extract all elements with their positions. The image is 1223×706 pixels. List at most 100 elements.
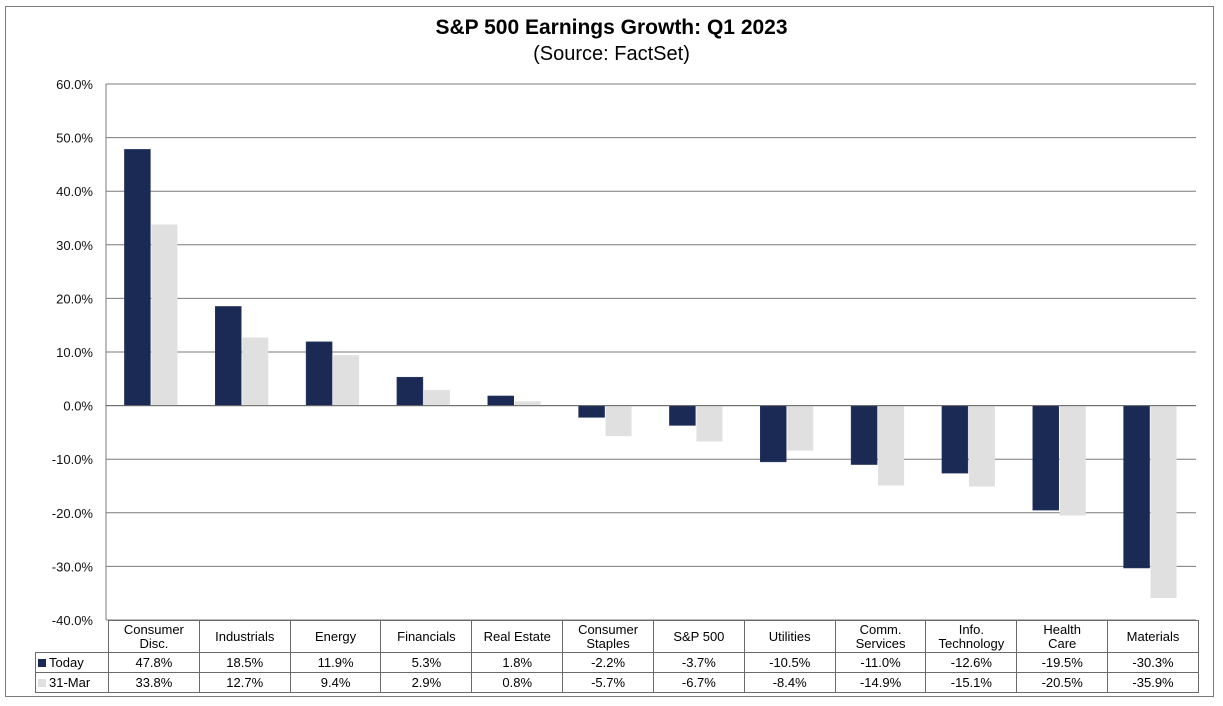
chart-frame bbox=[5, 6, 1214, 697]
bar-31-mar bbox=[878, 405, 905, 486]
bar-31-mar bbox=[514, 401, 541, 406]
data-label: -6.7% bbox=[652, 672, 745, 693]
category-label: Materials bbox=[1107, 620, 1199, 653]
legend-entry: Today bbox=[35, 652, 109, 673]
y-tick-label: 50.0% bbox=[56, 131, 93, 146]
data-label: 12.7% bbox=[198, 672, 291, 693]
bar-31-mar bbox=[333, 355, 360, 406]
category-label: Health Care bbox=[1016, 620, 1109, 653]
bar-31-mar bbox=[1150, 405, 1177, 599]
bar-today bbox=[487, 395, 514, 406]
table-corner bbox=[35, 620, 109, 653]
bar-today bbox=[850, 405, 878, 465]
bar-today bbox=[124, 149, 151, 406]
legend-label: Today bbox=[49, 654, 84, 670]
data-label: 0.8% bbox=[471, 672, 564, 693]
category-label: Real Estate bbox=[471, 620, 564, 653]
bar-today bbox=[578, 405, 605, 418]
category-label: Financials bbox=[380, 620, 473, 653]
category-label-line: S&P 500 bbox=[673, 628, 725, 644]
data-table: Consumer Disc. Industrials Energy Financials… bbox=[35, 620, 1199, 693]
chart-subtitle: (Source: FactSet) bbox=[533, 43, 690, 65]
category-label-line: Consumer bbox=[578, 621, 639, 637]
bar-31-mar bbox=[242, 337, 269, 406]
y-tick-label: 40.0% bbox=[56, 184, 93, 199]
bar-31-mar bbox=[696, 405, 723, 442]
data-label: -35.9% bbox=[1107, 672, 1199, 693]
bar-today bbox=[1032, 405, 1059, 511]
category-label-line: Energy bbox=[314, 628, 357, 644]
category-label-line: Consumer bbox=[123, 621, 184, 637]
bar-today bbox=[1123, 405, 1150, 569]
table-row: Today 47.8% 18.5% 11.9% 5.3% 1.8% -2.2% -3.7% -1… bbox=[35, 652, 1199, 673]
bar-31-mar bbox=[968, 405, 995, 487]
y-tick-label: -30.0% bbox=[52, 559, 94, 574]
category-label: Industrials bbox=[198, 620, 291, 653]
data-label: 9.4% bbox=[289, 672, 382, 693]
category-label-line: Staples bbox=[586, 635, 630, 651]
bar-31-mar bbox=[1059, 405, 1086, 516]
data-label: -10.5% bbox=[743, 652, 836, 673]
bar-today bbox=[305, 341, 333, 406]
data-label: 5.3% bbox=[380, 652, 473, 673]
bar-today bbox=[760, 405, 787, 463]
category-label-line: Care bbox=[1048, 635, 1077, 651]
y-tick-label: -10.0% bbox=[52, 452, 94, 467]
category-label: Energy bbox=[289, 620, 382, 653]
data-label: -15.1% bbox=[925, 672, 1018, 693]
y-tick-label: 10.0% bbox=[56, 345, 93, 360]
data-label: -2.2% bbox=[562, 652, 654, 673]
data-label: -20.5% bbox=[1016, 672, 1109, 693]
data-label: 33.8% bbox=[108, 672, 200, 693]
category-label-line: Utilities bbox=[768, 628, 811, 644]
bar-today bbox=[396, 376, 424, 406]
bar-today bbox=[215, 306, 242, 406]
bar-today bbox=[941, 405, 969, 474]
legend-label: 31-Mar bbox=[49, 674, 91, 690]
category-label-line: Info. bbox=[958, 621, 985, 637]
category-label: Utilities bbox=[743, 620, 836, 653]
legend-swatch bbox=[38, 679, 46, 688]
bar-31-mar bbox=[787, 405, 814, 451]
data-label: 47.8% bbox=[108, 652, 200, 673]
category-label-line: Real Estate bbox=[483, 628, 551, 644]
category-label: Comm. Services bbox=[834, 620, 927, 653]
data-label: 11.9% bbox=[289, 652, 382, 673]
data-label: -14.9% bbox=[834, 672, 927, 693]
category-label: S&P 500 bbox=[652, 620, 745, 653]
category-label-line: Industrials bbox=[215, 628, 275, 644]
category-label-line: Services bbox=[855, 635, 906, 651]
data-label: -3.7% bbox=[652, 652, 745, 673]
data-label: 2.9% bbox=[380, 672, 473, 693]
y-tick-label: 20.0% bbox=[56, 291, 93, 306]
y-tick-label: 30.0% bbox=[56, 238, 93, 253]
category-label: Consumer Disc. bbox=[108, 620, 200, 653]
bar-31-mar bbox=[151, 224, 178, 406]
category-label-line: Health bbox=[1043, 621, 1081, 637]
chart-title: S&P 500 Earnings Growth: Q1 2023 bbox=[435, 16, 788, 39]
category-label-line: Materials bbox=[1126, 628, 1180, 644]
y-tick-label: 60.0% bbox=[56, 77, 93, 92]
category-label-line: Disc. bbox=[139, 635, 169, 651]
data-label: -19.5% bbox=[1016, 652, 1109, 673]
category-label: Info. Technology bbox=[925, 620, 1018, 653]
y-tick-label: 0.0% bbox=[63, 399, 93, 414]
data-label: -30.3% bbox=[1107, 652, 1199, 673]
category-label-line: Financials bbox=[397, 628, 456, 644]
data-label: 1.8% bbox=[471, 652, 564, 673]
category-label-line: Technology bbox=[938, 635, 1005, 651]
data-label: -11.0% bbox=[834, 652, 927, 673]
data-label: 18.5% bbox=[198, 652, 291, 673]
bar-today bbox=[669, 405, 696, 426]
data-label: -8.4% bbox=[743, 672, 836, 693]
y-tick-label: -20.0% bbox=[52, 506, 94, 521]
category-label: Consumer Staples bbox=[562, 620, 654, 653]
category-label-line: Comm. bbox=[859, 621, 902, 637]
table-row: 31-Mar 33.8% 12.7% 9.4% 2.9% 0.8% -5.7% -6.7% -8… bbox=[35, 672, 1199, 693]
bar-31-mar bbox=[423, 390, 450, 406]
data-label: -5.7% bbox=[562, 672, 654, 693]
bar-31-mar bbox=[605, 405, 632, 437]
legend-entry: 31-Mar bbox=[35, 672, 109, 693]
legend-swatch bbox=[38, 659, 46, 668]
